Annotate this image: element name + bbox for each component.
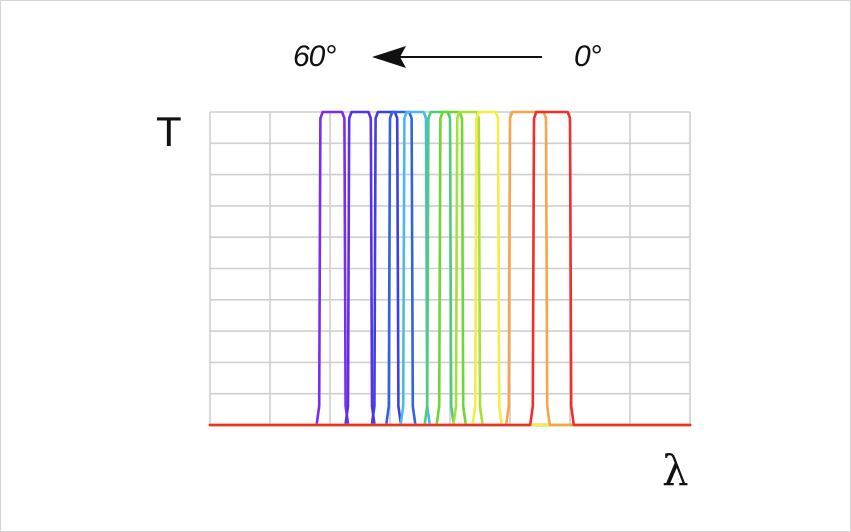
x-axis-label: λ	[662, 446, 689, 495]
filter-curve-6	[208, 110, 692, 427]
filter-curve-10	[208, 110, 692, 427]
filter-curve-2	[208, 110, 692, 427]
direction-arrow	[372, 46, 542, 68]
angle-label-0: 0°	[574, 40, 602, 73]
filter-curve-8	[208, 110, 692, 427]
filter-curve-9	[208, 110, 692, 427]
filter-curve-1	[208, 110, 692, 427]
y-axis-label: T	[156, 108, 182, 155]
filter-curve-7	[208, 110, 692, 427]
series-group	[208, 110, 692, 427]
filter-curve-4	[208, 110, 692, 427]
arrow-head	[372, 46, 406, 68]
filter-curve-11	[208, 110, 692, 427]
filter-curve-3	[208, 110, 692, 427]
angle-label-60: 60°	[293, 40, 336, 73]
